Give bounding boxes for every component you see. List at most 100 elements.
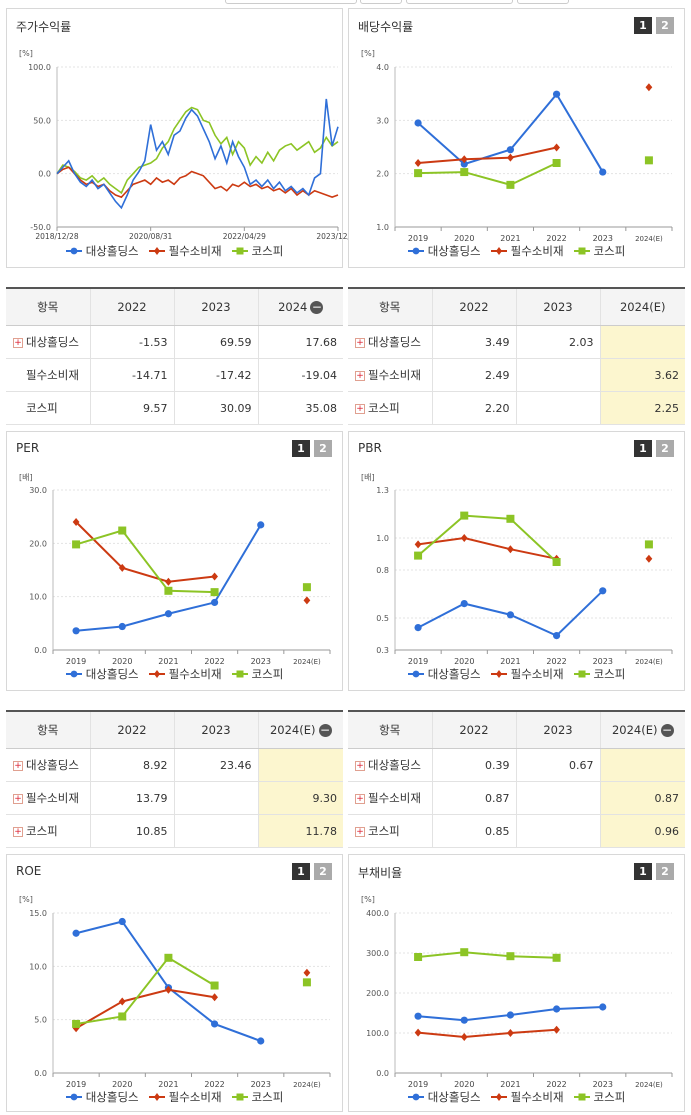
collapse-icon[interactable]: − [318, 723, 332, 737]
data-point [72, 929, 80, 937]
expand-icon[interactable]: + [13, 793, 23, 804]
page-button-1[interactable]: 1 [634, 17, 652, 34]
series-line [417, 1028, 557, 1039]
roe-chart: 15.0 10.0 5.0 0.0 2019 2020 2021 2022 2023 2024(E… [29, 909, 331, 1089]
data-point [72, 518, 80, 526]
data-point [303, 968, 311, 977]
data-point [506, 611, 515, 619]
series-line [56, 106, 339, 195]
table-cell: 0.39 [431, 748, 516, 782]
collapse-icon[interactable]: − [310, 300, 324, 314]
data-point [414, 1012, 422, 1020]
pbr-table: 항목 2022 2023 2024(E) − + 대상홀딩스 0.39 0.67 + 필수소비재 0.… [348, 710, 685, 848]
legend-item: 대상홀딩스 [65, 666, 139, 682]
expand-icon[interactable]: + [13, 760, 23, 771]
legend-marker-icon [148, 247, 165, 255]
table-row: + 필수소비재 13.79 9.30 [6, 781, 343, 815]
data-point [414, 119, 422, 127]
y-tick-label: 0.3 [376, 646, 389, 655]
top-tab-stub [517, 0, 569, 4]
page-button-1[interactable]: 1 [292, 863, 310, 880]
data-point [552, 1005, 561, 1013]
table-row: + 대상홀딩스 0.39 0.67 [348, 748, 685, 782]
expand-icon[interactable]: + [355, 793, 365, 804]
table-row: + 필수소비재 2.49 3.62 [348, 358, 685, 392]
row-label: 필수소비재 [26, 791, 79, 805]
table-cell [515, 814, 600, 848]
data-point [257, 1037, 265, 1045]
x-tick-label: 2020 [454, 234, 474, 243]
data-point [72, 1024, 80, 1033]
table-row: + 필수소비재 0.87 0.87 [348, 781, 685, 815]
page-button-2[interactable]: 2 [656, 440, 674, 457]
page-button-1[interactable]: 1 [634, 863, 652, 880]
legend-marker-icon [231, 247, 248, 255]
legend-label: 코스피 [593, 667, 626, 681]
x-tick-label: 2022 [546, 234, 566, 243]
legend-marker-icon [490, 670, 507, 678]
expand-icon[interactable]: + [355, 337, 365, 348]
legend-marker-icon [573, 247, 590, 255]
page-button-2[interactable]: 2 [314, 863, 332, 880]
y-tick-label: 10.0 [29, 593, 47, 602]
table-header: 2022 [431, 287, 516, 326]
data-point [164, 610, 173, 618]
collapse-icon[interactable]: − [660, 723, 674, 737]
table-cell: -17.42 [173, 358, 258, 392]
page-button-2[interactable]: 2 [656, 17, 674, 34]
expand-icon[interactable]: + [355, 370, 365, 381]
page-button-1[interactable]: 1 [292, 440, 310, 457]
data-point [553, 1025, 560, 1034]
legend-label: 필수소비재 [168, 1090, 222, 1104]
expand-icon[interactable]: + [13, 337, 23, 348]
table-cell: 0.96 [599, 814, 685, 848]
row-label: 코스피 [26, 824, 58, 838]
y-tick-label: 3.0 [376, 116, 389, 125]
y-tick-label: 50.0 [33, 116, 51, 125]
table-cell: -19.04 [257, 358, 343, 392]
panel-title: PBR [358, 441, 382, 455]
expand-icon[interactable]: + [355, 826, 365, 837]
per-chart: 30.0 20.0 10.0 0.0 2019 2020 2021 2022 2023 2024(… [29, 486, 331, 666]
table-header: 2023 [515, 710, 600, 749]
data-point [644, 540, 653, 549]
row-label: 코스피 [368, 401, 400, 415]
page-button-2[interactable]: 2 [656, 863, 674, 880]
data-point [599, 587, 607, 595]
legend-marker-icon [407, 670, 424, 678]
expand-icon[interactable]: + [13, 826, 23, 837]
expand-icon[interactable]: + [355, 760, 365, 771]
y-tick-label: 0.0 [34, 1069, 47, 1078]
table-header: 항목 [6, 287, 90, 326]
series-line [75, 529, 215, 594]
x-tick-label: 2024(E) [293, 1081, 321, 1089]
table-header: 2023 [173, 710, 258, 749]
x-tick-label: 2023/12/28 [316, 232, 359, 241]
data-point [460, 168, 469, 177]
data-point [507, 545, 514, 554]
legend-label: 필수소비재 [168, 667, 222, 681]
unit-label: [%] [361, 895, 375, 904]
table-cell: 3.62 [599, 358, 685, 392]
data-point [460, 1033, 468, 1041]
legend-label: 대상홀딩스 [85, 1090, 139, 1104]
data-point [164, 586, 173, 595]
legend-marker-icon [407, 1093, 424, 1101]
y-tick-label: 2.0 [376, 170, 389, 179]
series-line [75, 956, 216, 1025]
x-tick-label: 2022 [546, 1080, 566, 1089]
page-button-2[interactable]: 2 [314, 440, 332, 457]
data-point [460, 948, 469, 957]
page-button-1[interactable]: 1 [634, 440, 652, 457]
table-header: 2024− [257, 287, 343, 326]
chart-legend: 대상홀딩스 필수소비재 코스피 [349, 666, 684, 682]
x-tick-label: 2019 [408, 1080, 428, 1089]
data-point [552, 558, 561, 566]
y-tick-label: 5.0 [34, 1016, 47, 1025]
expand-icon[interactable]: + [355, 403, 365, 414]
data-point [210, 981, 219, 990]
legend-label: 대상홀딩스 [85, 244, 139, 258]
